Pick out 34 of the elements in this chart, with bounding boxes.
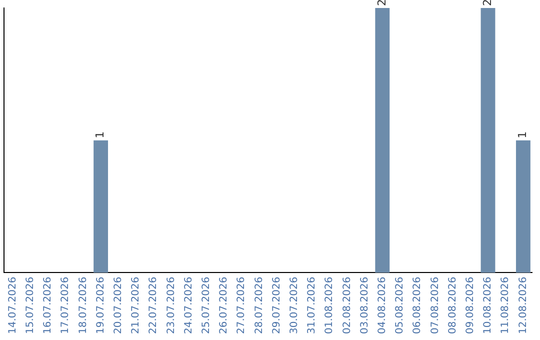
x-tick-label: 21.07.2026 bbox=[130, 276, 142, 334]
x-tick-label: 19.07.2026 bbox=[95, 276, 106, 334]
x-tick-label: 09.08.2026 bbox=[464, 276, 476, 334]
x-tick-label: 17.07.2026 bbox=[60, 276, 72, 334]
x-tick-label: 25.07.2026 bbox=[200, 276, 212, 334]
data-label: 2 bbox=[375, 0, 388, 6]
data-label: 1 bbox=[94, 131, 107, 138]
x-tick-label: 27.07.2026 bbox=[236, 276, 248, 334]
x-tick-label: 16.07.2026 bbox=[42, 276, 54, 334]
data-label: 1 bbox=[516, 131, 530, 138]
x-tick-label: 06.08.2026 bbox=[412, 276, 424, 334]
x-tick-label: 30.07.2026 bbox=[288, 276, 300, 334]
x-tick-label: 23.07.2026 bbox=[166, 276, 177, 334]
x-tick-label: 04.08.2026 bbox=[376, 276, 388, 334]
x-tick-label: 31.07.2026 bbox=[306, 276, 318, 334]
x-tick-label: 05.08.2026 bbox=[394, 276, 406, 334]
x-tick-label: 15.07.2026 bbox=[24, 276, 36, 334]
x-tick-label: 26.07.2026 bbox=[218, 276, 230, 334]
x-tick-label: 10.08.2026 bbox=[482, 276, 494, 334]
x-tick-label: 07.08.2026 bbox=[430, 276, 441, 334]
x-tick-label: 03.08.2026 bbox=[359, 276, 370, 334]
x-tick-label: 20.07.2026 bbox=[112, 276, 124, 334]
x-tick-label: 02.08.2026 bbox=[342, 276, 353, 334]
x-tick-label: 14.07.2026 bbox=[7, 276, 18, 334]
x-tick-label: 18.07.2026 bbox=[78, 276, 89, 334]
x-tick-label: 29.07.2026 bbox=[271, 276, 282, 334]
data-label: 2 bbox=[480, 0, 494, 6]
x-tick-label: 01.08.2026 bbox=[324, 276, 336, 334]
x-tick-label: 22.07.2026 bbox=[148, 276, 160, 334]
x-tick-label: 08.08.2026 bbox=[447, 276, 458, 334]
x-tick-label: 28.07.2026 bbox=[254, 276, 265, 334]
x-tick-label: 11.08.2026 bbox=[500, 276, 512, 334]
x-tick-label: 24.07.2026 bbox=[183, 276, 194, 334]
x-tick-label: 12.08.2026 bbox=[518, 276, 529, 334]
